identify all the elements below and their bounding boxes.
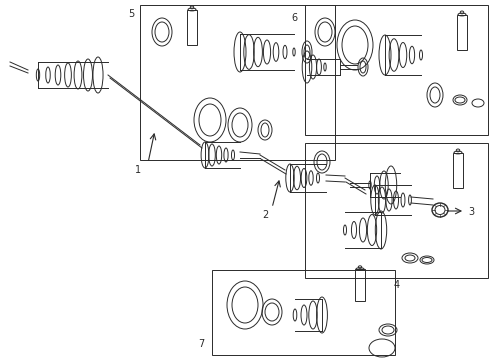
Bar xyxy=(453,153,463,188)
Bar xyxy=(140,5,335,160)
Text: 5: 5 xyxy=(128,9,134,19)
Bar xyxy=(305,143,488,278)
Bar xyxy=(305,5,488,135)
Bar xyxy=(187,9,197,45)
Text: 1: 1 xyxy=(135,165,141,175)
Text: 7: 7 xyxy=(198,339,204,349)
Text: 3: 3 xyxy=(468,207,474,217)
Bar xyxy=(212,270,395,355)
Bar xyxy=(457,14,467,50)
Text: 2: 2 xyxy=(262,210,268,220)
Text: 6: 6 xyxy=(291,13,297,23)
Bar xyxy=(355,269,365,301)
Text: 4: 4 xyxy=(393,280,399,290)
